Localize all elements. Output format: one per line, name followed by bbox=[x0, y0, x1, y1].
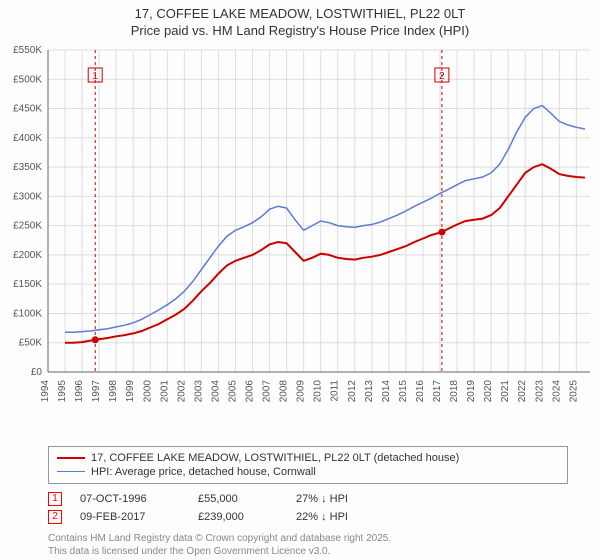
legend-swatch bbox=[57, 457, 85, 459]
svg-text:1997: 1997 bbox=[91, 379, 102, 402]
svg-text:2015: 2015 bbox=[398, 379, 409, 402]
marker-table: 1 07-OCT-1996 £55,000 27% ↓ HPI 2 09-FEB-2017… bbox=[48, 490, 600, 526]
marker-price: £55,000 bbox=[198, 493, 278, 505]
legend-swatch bbox=[57, 471, 85, 472]
svg-text:2008: 2008 bbox=[279, 379, 290, 402]
svg-text:2011: 2011 bbox=[330, 379, 341, 401]
chart-svg: £0 £50K £100K £150K £200K £250K £300K £350K £400… bbox=[0, 40, 600, 440]
marker-delta: 22% ↓ HPI bbox=[296, 511, 348, 523]
marker-badge: 2 bbox=[48, 510, 62, 524]
svg-text:£550K: £550K bbox=[13, 45, 42, 56]
svg-text:2010: 2010 bbox=[313, 379, 324, 402]
marker-delta: 27% ↓ HPI bbox=[296, 493, 348, 505]
svg-text:2004: 2004 bbox=[210, 379, 221, 402]
svg-text:2021: 2021 bbox=[500, 379, 511, 402]
svg-text:£500K: £500K bbox=[13, 74, 42, 85]
svg-text:1999: 1999 bbox=[125, 379, 136, 402]
svg-text:1994: 1994 bbox=[40, 379, 51, 402]
marker-badge: 1 bbox=[48, 492, 62, 506]
svg-text:2023: 2023 bbox=[534, 379, 545, 402]
svg-text:1998: 1998 bbox=[108, 379, 119, 402]
svg-text:£400K: £400K bbox=[13, 133, 42, 144]
svg-text:2007: 2007 bbox=[262, 379, 273, 402]
svg-text:2016: 2016 bbox=[415, 379, 426, 402]
svg-text:£50K: £50K bbox=[19, 338, 43, 349]
svg-text:£300K: £300K bbox=[13, 191, 42, 202]
svg-text:2012: 2012 bbox=[347, 379, 358, 402]
attribution-line-1: Contains HM Land Registry data © Crown c… bbox=[48, 532, 600, 545]
svg-text:2002: 2002 bbox=[176, 379, 187, 402]
svg-text:2001: 2001 bbox=[159, 379, 170, 402]
svg-text:£450K: £450K bbox=[13, 103, 42, 114]
legend-item: 17, COFFEE LAKE MEADOW, LOSTWITHIEL, PL2… bbox=[57, 451, 559, 465]
marker-row: 1 07-OCT-1996 £55,000 27% ↓ HPI bbox=[48, 490, 600, 508]
svg-text:2009: 2009 bbox=[296, 379, 307, 402]
marker-price: £239,000 bbox=[198, 511, 278, 523]
svg-text:2024: 2024 bbox=[551, 379, 562, 402]
svg-text:2005: 2005 bbox=[227, 379, 238, 402]
legend: 17, COFFEE LAKE MEADOW, LOSTWITHIEL, PL2… bbox=[48, 446, 568, 484]
svg-text:2020: 2020 bbox=[483, 379, 494, 402]
chart-area: £0 £50K £100K £150K £200K £250K £300K £350K £400… bbox=[0, 40, 600, 440]
svg-text:2014: 2014 bbox=[381, 379, 392, 402]
title-line-1: 17, COFFEE LAKE MEADOW, LOSTWITHIEL, PL2… bbox=[0, 6, 600, 23]
marker-date: 07-OCT-1996 bbox=[80, 493, 180, 505]
svg-text:2003: 2003 bbox=[193, 379, 204, 402]
chart-title: 17, COFFEE LAKE MEADOW, LOSTWITHIEL, PL2… bbox=[0, 0, 600, 40]
svg-text:£150K: £150K bbox=[13, 279, 42, 290]
svg-text:£200K: £200K bbox=[13, 250, 42, 261]
attribution: Contains HM Land Registry data © Crown c… bbox=[48, 532, 600, 558]
attribution-line-2: This data is licensed under the Open Gov… bbox=[48, 545, 600, 558]
legend-item: HPI: Average price, detached house, Corn… bbox=[57, 465, 559, 479]
svg-text:2013: 2013 bbox=[364, 379, 375, 402]
svg-text:£0: £0 bbox=[31, 367, 43, 378]
svg-text:£350K: £350K bbox=[13, 162, 42, 173]
svg-text:2006: 2006 bbox=[245, 379, 256, 402]
marker-row: 2 09-FEB-2017 £239,000 22% ↓ HPI bbox=[48, 508, 600, 526]
svg-text:2017: 2017 bbox=[432, 379, 443, 402]
svg-text:1: 1 bbox=[92, 71, 98, 82]
marker-date: 09-FEB-2017 bbox=[80, 511, 180, 523]
svg-text:2000: 2000 bbox=[142, 379, 153, 402]
svg-text:2: 2 bbox=[439, 71, 445, 82]
svg-text:1996: 1996 bbox=[74, 379, 85, 402]
title-line-2: Price paid vs. HM Land Registry's House … bbox=[0, 23, 600, 40]
svg-text:£250K: £250K bbox=[13, 220, 42, 231]
svg-text:2019: 2019 bbox=[466, 379, 477, 402]
svg-text:2018: 2018 bbox=[449, 379, 460, 402]
legend-label: 17, COFFEE LAKE MEADOW, LOSTWITHIEL, PL2… bbox=[91, 452, 459, 464]
legend-label: HPI: Average price, detached house, Corn… bbox=[91, 466, 316, 478]
svg-text:1995: 1995 bbox=[57, 379, 68, 402]
svg-text:2022: 2022 bbox=[517, 379, 528, 402]
svg-text:2025: 2025 bbox=[568, 379, 579, 402]
svg-text:£100K: £100K bbox=[13, 308, 42, 319]
